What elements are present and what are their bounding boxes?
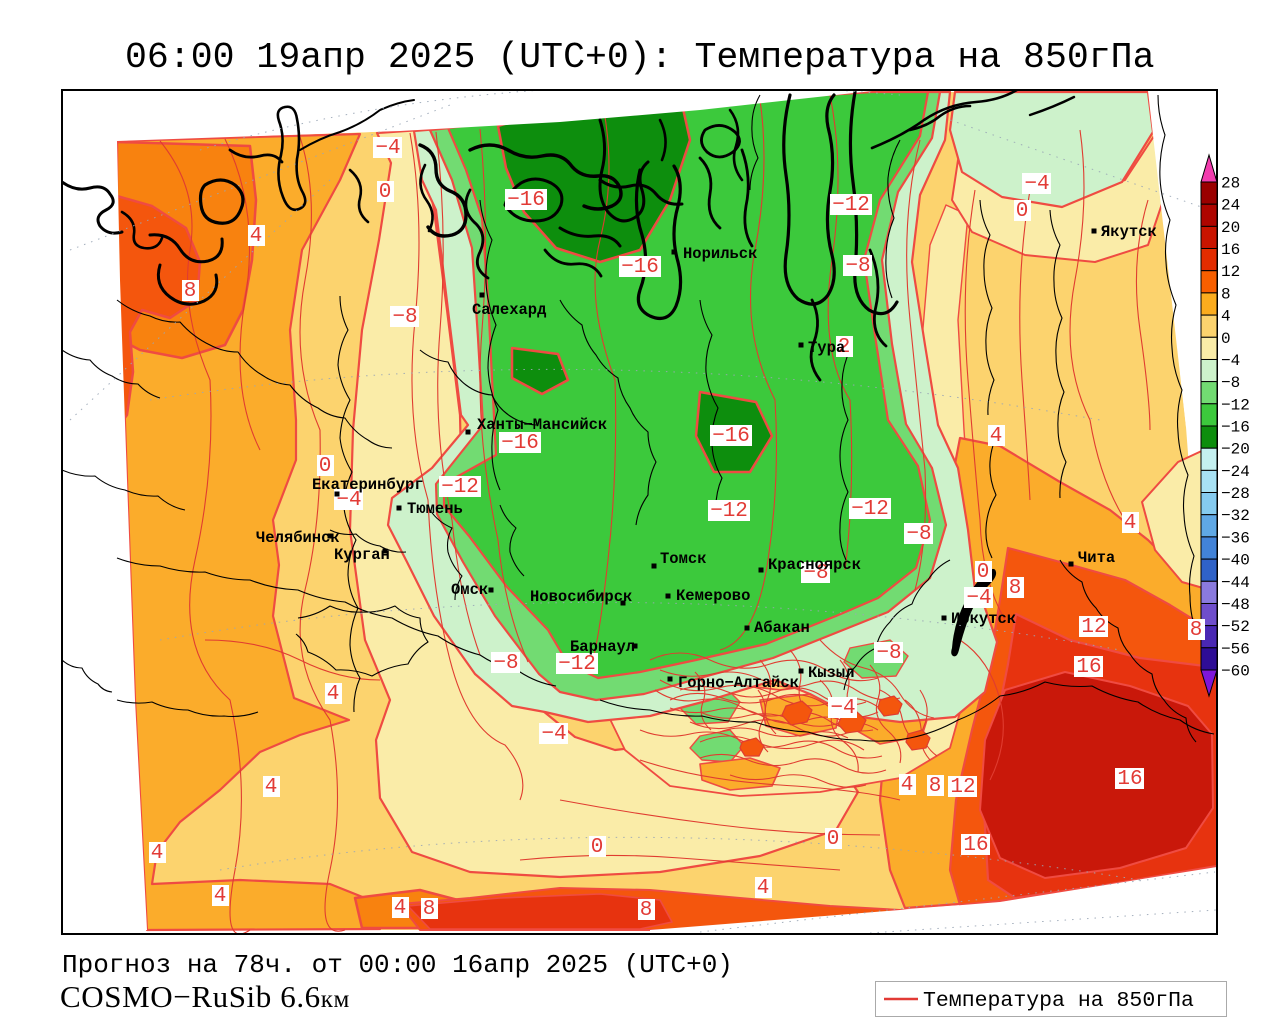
svg-text:Кызыл: Кызыл bbox=[808, 664, 855, 682]
svg-text:−4: −4 bbox=[1221, 352, 1240, 370]
svg-text:4: 4 bbox=[394, 897, 407, 920]
svg-text:−16: −16 bbox=[712, 425, 750, 448]
svg-text:4: 4 bbox=[1124, 512, 1137, 535]
svg-text:COSMO−RuSib 6.6км: COSMO−RuSib 6.6км bbox=[60, 979, 350, 1014]
svg-text:Прогноз на 78ч. от 00:00 16апр: Прогноз на 78ч. от 00:00 16апр 2025 (UTC… bbox=[62, 950, 733, 980]
svg-text:Ханты−Мансийск: Ханты−Мансийск bbox=[477, 416, 607, 434]
svg-text:12: 12 bbox=[1221, 263, 1240, 281]
svg-text:8: 8 bbox=[1221, 285, 1231, 303]
svg-text:Температура на 850гПа: Температура на 850гПа bbox=[923, 989, 1194, 1013]
svg-text:−12: −12 bbox=[851, 498, 889, 521]
svg-text:−12: −12 bbox=[441, 476, 479, 499]
svg-text:−20: −20 bbox=[1221, 441, 1250, 459]
svg-text:8: 8 bbox=[1190, 619, 1203, 642]
svg-text:−4: −4 bbox=[966, 587, 991, 610]
svg-text:−32: −32 bbox=[1221, 507, 1250, 525]
svg-text:−12: −12 bbox=[558, 653, 596, 676]
svg-text:−4: −4 bbox=[375, 137, 400, 160]
svg-text:4: 4 bbox=[250, 225, 263, 248]
svg-text:Томск: Томск bbox=[660, 550, 707, 568]
svg-text:24: 24 bbox=[1221, 197, 1240, 215]
svg-text:−36: −36 bbox=[1221, 529, 1250, 547]
svg-text:−16: −16 bbox=[621, 256, 659, 279]
svg-text:2: 2 bbox=[838, 336, 851, 359]
svg-text:−8: −8 bbox=[845, 255, 870, 278]
svg-text:−60: −60 bbox=[1221, 663, 1250, 681]
svg-text:0: 0 bbox=[319, 455, 332, 478]
svg-text:28: 28 bbox=[1221, 175, 1240, 193]
svg-text:−8: −8 bbox=[803, 562, 828, 585]
svg-text:Тура: Тура bbox=[808, 339, 845, 357]
svg-text:12: 12 bbox=[950, 776, 975, 799]
svg-text:Екатеринбург: Екатеринбург bbox=[312, 476, 424, 494]
svg-text:8: 8 bbox=[640, 899, 653, 922]
svg-text:−44: −44 bbox=[1221, 574, 1250, 592]
svg-text:4: 4 bbox=[151, 842, 164, 865]
svg-text:Иркутск: Иркутск bbox=[951, 610, 1016, 628]
svg-text:−56: −56 bbox=[1221, 640, 1250, 658]
svg-text:−4: −4 bbox=[541, 723, 566, 746]
svg-text:Горно−Алтайск: Горно−Алтайск bbox=[678, 674, 799, 692]
svg-text:−16: −16 bbox=[1221, 419, 1250, 437]
svg-text:4: 4 bbox=[214, 885, 227, 908]
svg-text:−52: −52 bbox=[1221, 618, 1250, 636]
svg-text:4: 4 bbox=[757, 877, 770, 900]
svg-text:Кемерово: Кемерово bbox=[676, 587, 750, 605]
svg-text:0: 0 bbox=[1221, 330, 1231, 348]
svg-text:Омск: Омск bbox=[451, 581, 488, 599]
svg-text:0: 0 bbox=[379, 181, 392, 204]
svg-text:4: 4 bbox=[1221, 308, 1231, 326]
svg-text:4: 4 bbox=[990, 425, 1003, 448]
svg-text:12: 12 bbox=[1081, 616, 1106, 639]
svg-text:Салехард: Салехард bbox=[472, 301, 546, 319]
svg-text:4: 4 bbox=[265, 776, 278, 799]
svg-text:Красноярск: Красноярск bbox=[768, 556, 861, 574]
svg-text:−8: −8 bbox=[876, 642, 901, 665]
svg-text:−12: −12 bbox=[832, 194, 870, 217]
svg-text:−16: −16 bbox=[507, 189, 545, 212]
svg-text:0: 0 bbox=[591, 836, 604, 859]
svg-text:Абакан: Абакан bbox=[754, 619, 810, 637]
svg-text:0: 0 bbox=[827, 828, 840, 851]
svg-text:−4: −4 bbox=[336, 489, 361, 512]
svg-text:16: 16 bbox=[963, 834, 988, 857]
svg-text:−8: −8 bbox=[906, 523, 931, 546]
svg-text:−8: −8 bbox=[1221, 374, 1240, 392]
svg-text:16: 16 bbox=[1221, 241, 1240, 259]
svg-text:−12: −12 bbox=[710, 500, 748, 523]
svg-text:Якутск: Якутск bbox=[1101, 223, 1157, 241]
svg-text:Новосибирск: Новосибирск bbox=[530, 588, 632, 606]
svg-text:Челябинск: Челябинск bbox=[256, 529, 340, 547]
svg-text:Тюмень: Тюмень bbox=[407, 500, 463, 518]
svg-text:16: 16 bbox=[1076, 656, 1101, 679]
svg-text:−16: −16 bbox=[501, 432, 539, 455]
svg-text:−4: −4 bbox=[830, 697, 855, 720]
svg-text:8: 8 bbox=[423, 898, 436, 921]
svg-text:4: 4 bbox=[901, 774, 914, 797]
svg-text:0: 0 bbox=[977, 561, 990, 584]
svg-text:0: 0 bbox=[1016, 200, 1029, 223]
svg-text:−4: −4 bbox=[1024, 173, 1049, 196]
svg-text:8: 8 bbox=[1009, 577, 1022, 600]
svg-text:Курган: Курган bbox=[334, 546, 390, 564]
svg-text:Чита: Чита bbox=[1078, 549, 1115, 567]
svg-text:4: 4 bbox=[327, 683, 340, 706]
svg-text:−24: −24 bbox=[1221, 463, 1250, 481]
svg-text:Норильск: Норильск bbox=[683, 245, 757, 263]
svg-text:−48: −48 bbox=[1221, 596, 1250, 614]
svg-text:06:00 19апр 2025 (UTC+0): Темп: 06:00 19апр 2025 (UTC+0): Температура на… bbox=[125, 37, 1154, 78]
svg-text:−8: −8 bbox=[493, 652, 518, 675]
svg-text:−12: −12 bbox=[1221, 396, 1250, 414]
svg-text:16: 16 bbox=[1117, 768, 1142, 791]
svg-text:−28: −28 bbox=[1221, 485, 1250, 503]
svg-text:−8: −8 bbox=[392, 306, 417, 329]
svg-text:8: 8 bbox=[929, 775, 942, 798]
svg-text:20: 20 bbox=[1221, 219, 1240, 237]
svg-text:8: 8 bbox=[184, 280, 197, 303]
svg-text:Барнаул: Барнаул bbox=[570, 638, 635, 656]
svg-text:−40: −40 bbox=[1221, 552, 1250, 570]
